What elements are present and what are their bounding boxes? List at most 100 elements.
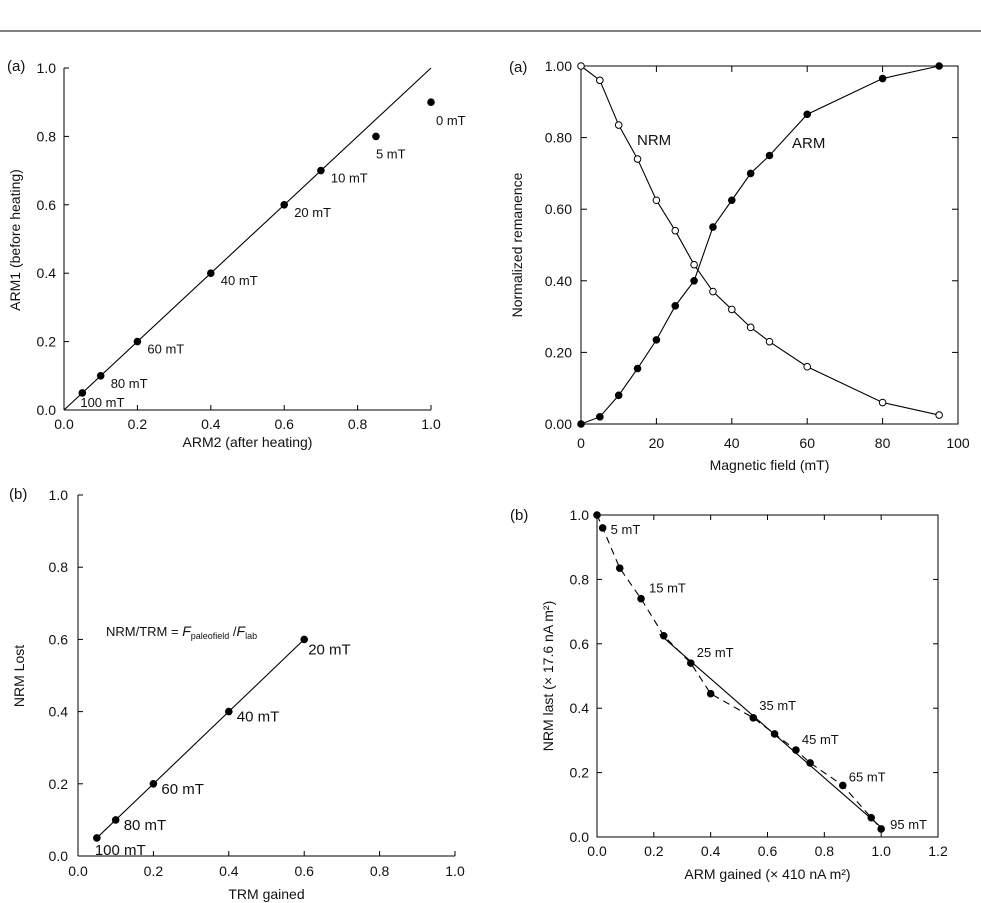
- data-point-arm: [878, 74, 887, 83]
- x-tick-label: 1.0: [445, 863, 465, 879]
- data-point-arm: [765, 151, 774, 160]
- step-label: 45 mT: [802, 732, 839, 747]
- data-point: [372, 132, 380, 141]
- data-point-arm: [577, 420, 585, 428]
- data-point: [839, 781, 847, 790]
- data-point: [93, 834, 101, 842]
- y-tick-label: 0.2: [570, 765, 590, 781]
- y-tick-label: 0.4: [570, 700, 590, 716]
- data-label: 100 mT: [80, 395, 124, 410]
- x-tick-label: 0.8: [815, 843, 835, 859]
- data-point: [300, 635, 309, 644]
- data-label: 100 mT: [95, 842, 146, 859]
- y-tick-label: 0.00: [545, 416, 572, 432]
- data-label: 5 mT: [376, 146, 406, 161]
- data-point-nrm: [765, 337, 774, 346]
- data-point: [96, 372, 105, 380]
- data-point: [207, 269, 215, 278]
- y-tick-label: 1.00: [545, 58, 572, 74]
- data-label: 80 mT: [124, 817, 167, 834]
- series-label-nrm: NRM: [637, 132, 671, 149]
- data-label: 10 mT: [331, 171, 368, 186]
- x-tick-label: 40: [724, 435, 740, 451]
- data-point-arm: [803, 110, 812, 119]
- data-label: 80 mT: [111, 376, 148, 391]
- x-tick-label: 0.6: [274, 416, 294, 432]
- y-tick-label: 0.40: [545, 273, 572, 289]
- data-label: 20 mT: [308, 641, 351, 658]
- data-point-nrm: [577, 62, 585, 70]
- step-label: 5 mT: [611, 522, 641, 537]
- y-axis-label: NRM Lost: [11, 645, 27, 707]
- y-tick-label: 0.20: [545, 344, 572, 360]
- y-tick-label: 0.60: [545, 201, 572, 217]
- x-tick-label: 0.2: [128, 416, 148, 432]
- data-point-nrm: [633, 155, 642, 163]
- y-tick-label: 0.8: [49, 559, 69, 575]
- data-point-arm: [614, 391, 623, 400]
- step-label: 25 mT: [697, 645, 734, 660]
- data-label: 40 mT: [237, 709, 280, 726]
- formula-part: F: [237, 623, 247, 639]
- data-point: [659, 631, 668, 640]
- data-point-nrm: [878, 398, 887, 407]
- y-tick-label: 0.0: [37, 402, 57, 418]
- x-axis-label: ARM gained (× 410 nA m²): [684, 866, 850, 882]
- chart-b-left: 0.0 0.2 0.4 0.6 0.8 1.0 0.0 0.2 0.4 0.6 0.8 1.0 TRM …: [9, 486, 465, 902]
- panel-label: (a): [509, 59, 527, 76]
- x-tick-label: 0.8: [370, 863, 390, 879]
- x-tick-label: 0.2: [144, 863, 164, 879]
- y-tick-label: 0.80: [545, 130, 572, 146]
- formula-part: NRM/TRM =: [106, 624, 182, 639]
- data-point-nrm: [935, 411, 943, 419]
- data-point-arm: [633, 364, 642, 373]
- chart-b-right: 0.0 0.2 0.4 0.6 0.8 1.0 1.2 0.0 0.2 0.4 0.6 0.8 1.0 A…: [510, 507, 948, 882]
- x-tick-label: 0.4: [701, 843, 721, 859]
- formula-part: paleofield: [191, 631, 230, 641]
- data-point: [749, 714, 758, 722]
- data-point: [637, 594, 645, 603]
- y-tick-label: 0.8: [570, 571, 590, 587]
- data-point: [317, 166, 325, 175]
- data-point-arm: [728, 196, 736, 205]
- x-tick-label: 0.0: [68, 863, 88, 879]
- x-axis-label: TRM gained: [228, 886, 304, 902]
- series-line-arm: [580, 65, 940, 425]
- x-axis-label: Magnetic field (mT): [710, 457, 830, 473]
- data-point: [78, 389, 87, 397]
- x-tick-label: 0.0: [54, 416, 74, 432]
- data-point: [427, 98, 435, 106]
- step-label: 15 mT: [649, 581, 686, 596]
- data-point-arm: [709, 223, 717, 231]
- x-axis-label: ARM2 (after heating): [183, 434, 313, 450]
- data-point: [792, 746, 800, 754]
- reference-line: [63, 67, 432, 411]
- y-axis-label: Normalized remanence: [509, 172, 525, 317]
- data-point: [770, 730, 779, 738]
- dashed-curve: [596, 514, 882, 830]
- data-point: [867, 813, 876, 822]
- data-point-nrm: [614, 121, 623, 129]
- x-tick-label: 1.0: [871, 843, 891, 859]
- y-tick-label: 0.8: [37, 128, 57, 144]
- x-tick-label: 0.0: [587, 843, 607, 859]
- data-label: 40 mT: [221, 273, 258, 288]
- x-tick-label: 0.4: [201, 416, 221, 432]
- data-point-nrm: [690, 260, 698, 269]
- data-label: 0 mT: [436, 113, 466, 128]
- reference-line: [96, 639, 305, 839]
- data-point-nrm: [746, 323, 755, 332]
- data-point: [280, 201, 289, 209]
- y-axis-label: NRM last (× 17.6 nA m²): [540, 601, 556, 752]
- formula-part: F: [182, 623, 192, 639]
- chart-a-left: 0.0 0.2 0.4 0.6 0.8 1.0 0.0 0.2 0.4 0.6 0.8 1.0 ARM2…: [7, 58, 466, 450]
- data-label: 20 mT: [294, 205, 331, 220]
- data-point-nrm: [671, 226, 680, 235]
- data-point-arm: [935, 62, 943, 70]
- y-tick-label: 0.6: [49, 631, 69, 647]
- y-tick-label: 0.2: [37, 334, 57, 350]
- x-tick-label: 80: [875, 435, 891, 451]
- x-tick-label: 0: [577, 435, 585, 451]
- data-label: 60 mT: [161, 781, 204, 798]
